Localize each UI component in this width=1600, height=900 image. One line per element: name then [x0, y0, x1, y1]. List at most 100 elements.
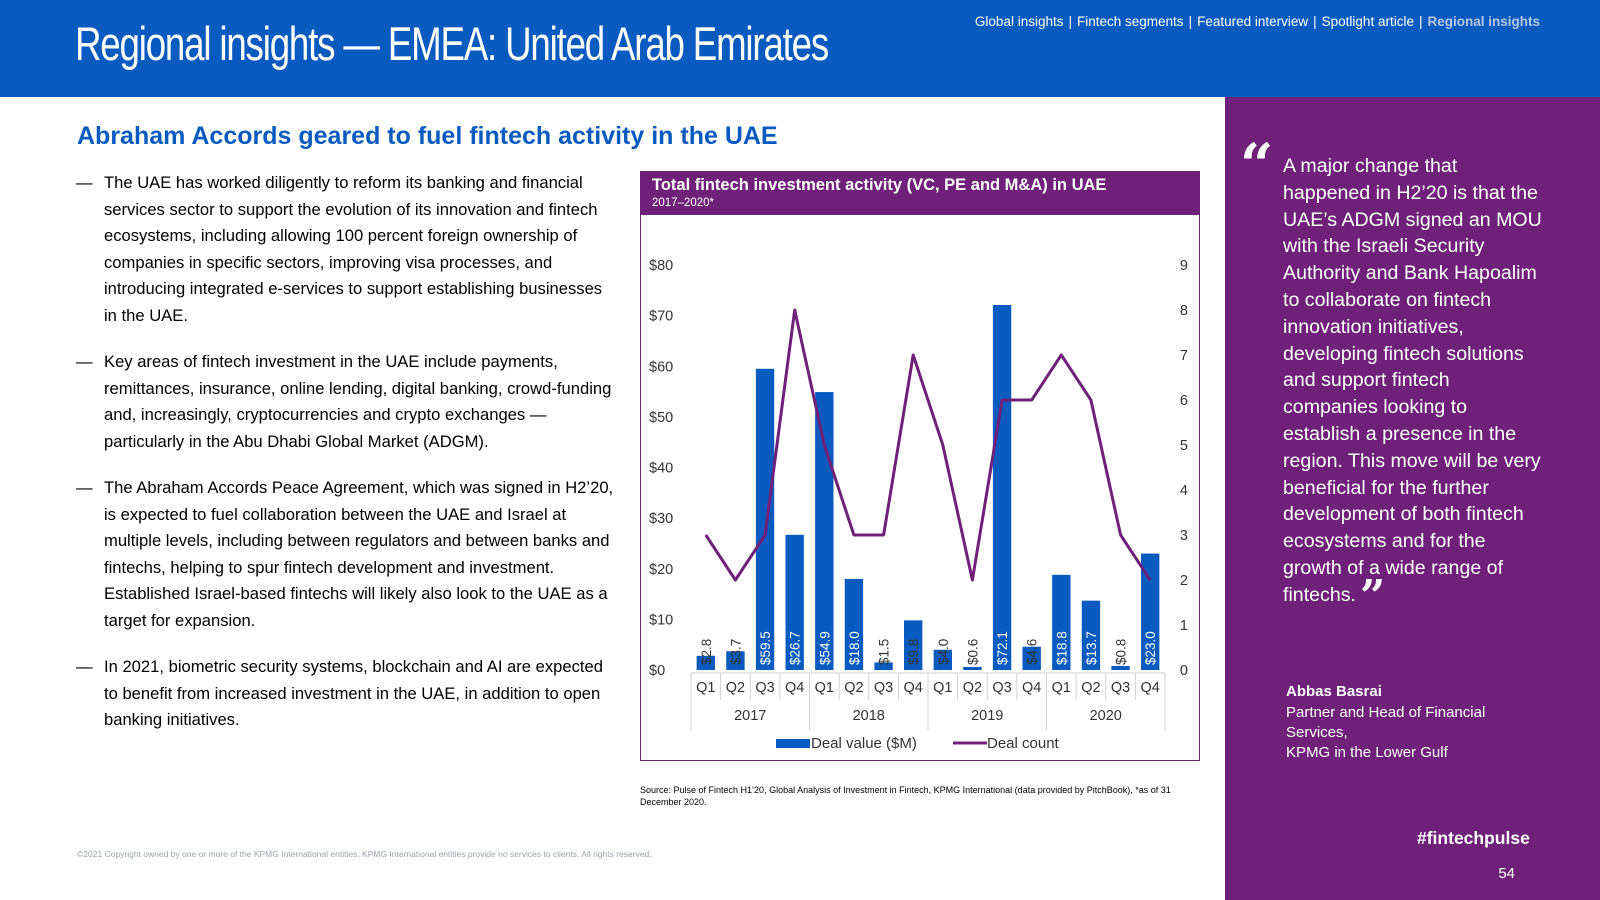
bar-value-label: $0.6: [965, 639, 980, 665]
bar-value-label: $72.1: [995, 631, 1010, 665]
bar-value-label: $18.0: [847, 631, 862, 665]
legend-deal-value: Deal value ($M): [811, 735, 917, 752]
quote-text-block: A major change that happened in H2’20 is…: [1283, 153, 1543, 618]
x-tick-label: Q2: [844, 680, 863, 696]
bar-value-label: $3.7: [728, 639, 743, 665]
y-left-tick-label: $80: [649, 258, 673, 274]
x-tick-label: Q1: [696, 680, 715, 696]
y-right-tick-label: 1: [1180, 618, 1188, 634]
deal-count-line: [704, 308, 1152, 582]
x-tick-label: Q4: [785, 680, 804, 696]
x-tick-label: Q2: [1081, 680, 1100, 696]
x-tick-label: Q1: [933, 680, 952, 696]
y-left-tick-label: $0: [649, 663, 665, 679]
bar-value-label: $1.5: [877, 639, 892, 665]
x-tick-label: Q3: [755, 680, 774, 696]
bar: [815, 392, 834, 670]
x-tick-label: Q4: [904, 680, 923, 696]
y-left-tick-label: $40: [649, 461, 673, 477]
bullet-item: Key areas of fintech investment in the U…: [76, 349, 616, 455]
y-right-tick-label: 5: [1180, 438, 1188, 454]
bar-value-label: $0.8: [1114, 639, 1129, 665]
bar-value-label: $9.8: [906, 639, 921, 665]
nav-fintech-segments[interactable]: Fintech segments: [1077, 14, 1184, 29]
bar: [904, 620, 923, 670]
chart-title: Total fintech investment activity (VC, P…: [652, 176, 1107, 194]
y-right-tick-label: 7: [1180, 348, 1188, 364]
source-note: Source: Pulse of Fintech H1’20, Global A…: [640, 785, 1171, 807]
nav-separator: |: [1313, 14, 1317, 29]
top-navigation: Global insights | Fintech segments | Feature…: [975, 14, 1540, 29]
chart-svg: $0 $10 $20 $30 $40 $50 $60 $70 $80 0 1 2 3 4 5 6 7 8 9 $2.8…: [649, 258, 1188, 752]
bar: [1141, 553, 1160, 670]
chart-panel: Total fintech investment activity (VC, P…: [640, 171, 1200, 761]
x-tick-label: Q3: [874, 680, 893, 696]
chart-header: Total fintech investment activity (VC, P…: [641, 172, 1199, 215]
nav-separator: |: [1418, 14, 1423, 29]
bar: [992, 304, 1012, 670]
hashtag[interactable]: #fintechpulse: [1417, 828, 1530, 848]
x-tick-label: Q1: [1052, 680, 1071, 696]
x-tick-label: Q2: [963, 680, 982, 696]
y-right-tick-label: 0: [1180, 663, 1188, 679]
quote-sidebar: “ A major change that happened in H2’20 …: [1225, 97, 1600, 900]
bar-value-label: $54.9: [817, 631, 832, 665]
x-year-label: 2020: [1090, 708, 1122, 724]
nav-separator: |: [1188, 14, 1193, 29]
bar: [696, 655, 715, 670]
bar-value-label: $4.0: [936, 639, 951, 665]
bar: [1052, 574, 1071, 670]
y-right-tick-label: 9: [1180, 258, 1188, 274]
page-number: 54: [1498, 865, 1515, 882]
copyright-note: ©2021 Copyright owned by one or more of …: [77, 849, 652, 859]
x-year-label: 2018: [853, 708, 885, 724]
author-role-line: Partner and Head of Financial: [1286, 704, 1486, 721]
y-left-tick-label: $50: [649, 410, 673, 426]
quote-text: A major change that happened in H2’20 is…: [1283, 155, 1542, 606]
y-right-tick-label: 2: [1180, 573, 1188, 589]
nav-separator: |: [1068, 14, 1072, 29]
author-role-line: KPMG in the Lower Gulf: [1286, 744, 1448, 761]
bullet-item: The Abraham Accords Peace Agreement, whi…: [76, 475, 616, 634]
y-left-tick-label: $30: [649, 511, 673, 527]
bar-value-label: $23.0: [1143, 631, 1158, 665]
y-right-tick-label: 8: [1180, 303, 1188, 319]
nav-spotlight-article[interactable]: Spotlight article: [1321, 14, 1414, 29]
bar: [1081, 600, 1101, 670]
nav-regional-insights[interactable]: Regional insights: [1427, 14, 1540, 29]
page-title: Regional insights — EMEA: United Arab Em…: [75, 17, 829, 70]
quote-author-role: Partner and Head of Financial Services, …: [1286, 703, 1546, 763]
bar-value-label: $13.7: [1084, 631, 1099, 665]
bar-value-label: $59.5: [758, 631, 773, 665]
bar-value-label: $2.8: [699, 639, 714, 665]
open-quote-icon: “: [1240, 131, 1274, 199]
y-right-tick-label: 4: [1180, 483, 1188, 499]
nav-global-insights[interactable]: Global insights: [974, 14, 1064, 29]
page-header: Regional insights — EMEA: United Arab Em…: [0, 0, 1600, 97]
bar: [963, 666, 982, 670]
y-left-tick-label: $20: [649, 562, 673, 578]
y-right-tick-label: 3: [1180, 528, 1188, 544]
bar: [844, 578, 864, 670]
nav-featured-interview[interactable]: Featured interview: [1197, 14, 1309, 29]
bullet-list: The UAE has worked diligently to reform …: [76, 170, 616, 754]
section-subtitle: Abraham Accords geared to fuel fintech a…: [77, 122, 778, 150]
x-tick-label: Q1: [815, 680, 834, 696]
bar: [755, 368, 775, 670]
y-left-tick-label: $10: [649, 612, 673, 628]
bar: [874, 662, 893, 670]
bar-value-label: $18.8: [1054, 631, 1069, 665]
x-tick-label: Q4: [1141, 680, 1160, 696]
bar: [933, 649, 952, 670]
close-quote-icon: ”: [1359, 570, 1386, 622]
x-tick-label: Q3: [992, 680, 1011, 696]
chart-subtitle: 2017–2020*: [652, 197, 715, 209]
bar: [726, 651, 745, 670]
x-tick-label: Q4: [1022, 680, 1041, 696]
bullet-item: In 2021, biometric security systems, blo…: [76, 654, 616, 734]
x-year-label: 2017: [734, 708, 766, 724]
quote-author: Abbas Basrai: [1286, 683, 1382, 700]
bullet-item: The UAE has worked diligently to reform …: [76, 170, 616, 329]
y-right-tick-label: 6: [1180, 393, 1188, 409]
bar-value-label: $26.7: [788, 631, 803, 665]
